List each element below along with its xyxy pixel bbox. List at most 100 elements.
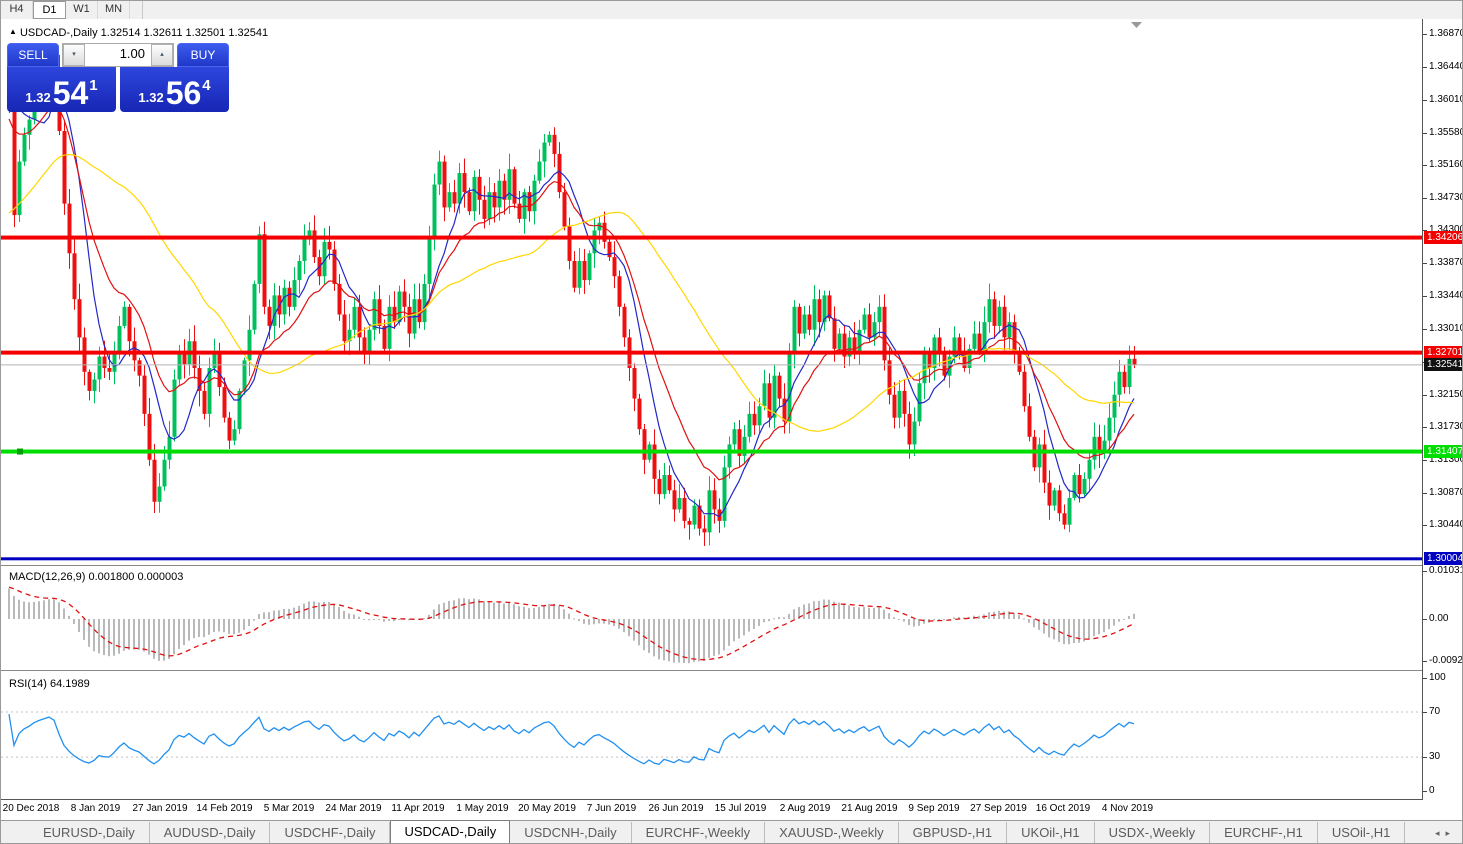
date-tick-label: 2 Aug 2019: [779, 803, 831, 814]
buy-price-main: 56: [165, 75, 202, 111]
axis-tick: [1423, 394, 1427, 396]
chart-tab-eurchf-h1[interactable]: EURCHF-,H1: [1210, 822, 1318, 843]
chart-tab-xauusd-weekly[interactable]: XAUUSD-,Weekly: [765, 822, 899, 843]
axis-tick: [1423, 230, 1427, 232]
chart-tab-usdx-weekly[interactable]: USDX-,Weekly: [1095, 822, 1211, 843]
date-tick-label: 16 Oct 2019: [1035, 803, 1091, 814]
volume-input[interactable]: 1.00: [85, 44, 151, 66]
axis-tick: [1423, 164, 1427, 166]
axis-tick: [1423, 197, 1427, 199]
rsi-axis-label: 0: [1429, 785, 1435, 796]
date-tick-label: 26 Jun 2019: [648, 803, 704, 814]
price-tick-label: 1.30870: [1429, 486, 1463, 498]
date-tick-label: 24 Mar 2019: [325, 803, 382, 814]
price-tick-label: 1.30440: [1429, 519, 1463, 531]
date-tick-label: 4 Nov 2019: [1101, 803, 1154, 814]
price-axis[interactable]: 1.36870 1.36440 1.36010 1.35580 1.35160 1.347…: [1422, 19, 1463, 800]
axis-tick: [1423, 459, 1427, 461]
axis-tick: [1423, 619, 1427, 620]
axis-tick: [1423, 329, 1427, 330]
level-price-badge: 1.31407: [1424, 445, 1462, 459]
price-tick-label: 1.33870: [1429, 257, 1463, 269]
date-tick-label: 27 Jan 2019: [132, 803, 188, 814]
hline-handle[interactable]: [17, 448, 23, 455]
price-tick-label: 1.35580: [1429, 126, 1463, 138]
macd-axis-label: 0.010311: [1429, 565, 1462, 576]
timeframe-button-mn[interactable]: MN: [98, 1, 130, 19]
ohlc-open: 1.32514: [100, 27, 141, 39]
chart-shift-marker-icon[interactable]: [1131, 22, 1142, 28]
axis-tick: [1423, 33, 1427, 35]
chart-tab-usdcnh-daily[interactable]: USDCNH-,Daily: [510, 822, 632, 843]
date-tick-label: 1 May 2019: [456, 803, 509, 814]
date-tick-label: 15 Jul 2019: [714, 803, 767, 814]
hline-1.31407[interactable]: [1, 449, 1422, 454]
timeframe-button-d1[interactable]: D1: [33, 1, 66, 19]
rsi-axis-label: 100: [1429, 672, 1446, 683]
chart-tab-gbpusd-h1[interactable]: GBPUSD-,H1: [899, 822, 1008, 843]
sell-price-display[interactable]: 1.32 54 1: [7, 67, 116, 112]
symbol-marker-icon: ▲: [9, 27, 17, 36]
tab-scroll-right-icon[interactable]: ▸: [1445, 828, 1456, 838]
date-tick-label: 20 May 2019: [518, 803, 576, 814]
date-axis[interactable]: 20 Dec 2018 8 Jan 2019 27 Jan 2019 14 Feb 2…: [1, 800, 1422, 822]
rsi-name: RSI(14): [9, 678, 47, 690]
date-tick-label: 7 Jun 2019: [586, 803, 637, 814]
chart-tab-eurusd-daily[interactable]: EURUSD-,Daily: [29, 822, 150, 843]
toolbar-separator: [142, 1, 143, 19]
rsi-axis-label: 70: [1429, 706, 1441, 717]
level-price-badge: 1.32701: [1424, 346, 1462, 360]
ohlc-low: 1.32501: [185, 27, 226, 39]
level-price-badge: 1.34206: [1424, 231, 1462, 245]
volume-increase-button[interactable]: ▴: [151, 44, 173, 66]
axis-tick: [1423, 99, 1427, 101]
chart-tab-usdcad-daily[interactable]: USDCAD-,Daily: [390, 820, 511, 843]
tab-scroll-left-icon[interactable]: ◂: [1434, 828, 1446, 838]
sell-price-prefix: 1.32: [25, 90, 51, 105]
sell-button[interactable]: SELL: [7, 43, 59, 67]
price-tick-label: 1.33440: [1429, 290, 1463, 302]
chart-symbol-period: USDCAD-,Daily: [19, 27, 98, 39]
chart-tab-audusd-daily[interactable]: AUDUSD-,Daily: [150, 822, 271, 843]
chart-tab-usoil-h1[interactable]: USOil-,H1: [1318, 822, 1406, 843]
axis-tick: [1423, 525, 1427, 527]
axis-tick: [1423, 492, 1427, 494]
macd-main-value: 0.001800: [88, 571, 135, 583]
buy-button[interactable]: BUY: [177, 43, 229, 67]
chart-tab-ukoil-h1[interactable]: UKOil-,H1: [1007, 822, 1095, 843]
timeframe-button-w1[interactable]: W1: [66, 1, 98, 19]
axis-tick: [1423, 571, 1427, 572]
timeframe-toolbar: H4 D1 W1 MN: [1, 1, 1462, 20]
macd-indicator-label: MACD(12,26,9) 0.001800 0.000003: [9, 571, 183, 583]
ohlc-close: 1.32541: [228, 27, 269, 39]
macd-signal-value: 0.000003: [137, 571, 184, 583]
axis-tick: [1423, 791, 1427, 792]
macd-axis-label: 0.00: [1429, 613, 1449, 624]
ohlc-high: 1.32611: [143, 27, 183, 39]
price-tick-label: 1.31300: [1429, 453, 1463, 465]
date-tick-label: 11 Apr 2019: [391, 803, 445, 814]
date-tick-label: 14 Feb 2019: [196, 803, 253, 814]
rsi-axis-label: 30: [1429, 751, 1441, 762]
chart-title: ▲ USDCAD-,Daily 1.32514 1.32611 1.32501 …: [9, 27, 268, 39]
tab-scroll-arrows[interactable]: ◂▸: [1435, 828, 1456, 839]
price-chart-canvas[interactable]: [1, 19, 1422, 822]
buy-price-display[interactable]: 1.32 56 4: [120, 67, 229, 112]
chart-tab-usdchf-daily[interactable]: USDCHF-,Daily: [270, 822, 391, 843]
price-tick-label: 1.36010: [1429, 93, 1463, 105]
axis-tick: [1423, 712, 1427, 713]
price-tick-label: 1.34300: [1429, 224, 1463, 236]
rsi-indicator-label: RSI(14) 64.1989: [9, 678, 90, 690]
hline-1.32701[interactable]: [1, 350, 1422, 355]
chart-tab-eurchf-weekly[interactable]: EURCHF-,Weekly: [632, 822, 766, 843]
hline-1.30004[interactable]: [1, 557, 1422, 561]
chart-window[interactable]: ▲ USDCAD-,Daily 1.32514 1.32611 1.32501 …: [1, 19, 1463, 822]
hline-1.34206[interactable]: [1, 235, 1422, 240]
buy-price-prefix: 1.32: [138, 90, 164, 105]
timeframe-button-h4[interactable]: H4: [1, 1, 33, 19]
volume-decrease-button[interactable]: ▾: [63, 44, 85, 66]
date-tick-label: 8 Jan 2019: [70, 803, 121, 814]
axis-tick: [1423, 678, 1427, 679]
axis-tick: [1423, 296, 1427, 298]
